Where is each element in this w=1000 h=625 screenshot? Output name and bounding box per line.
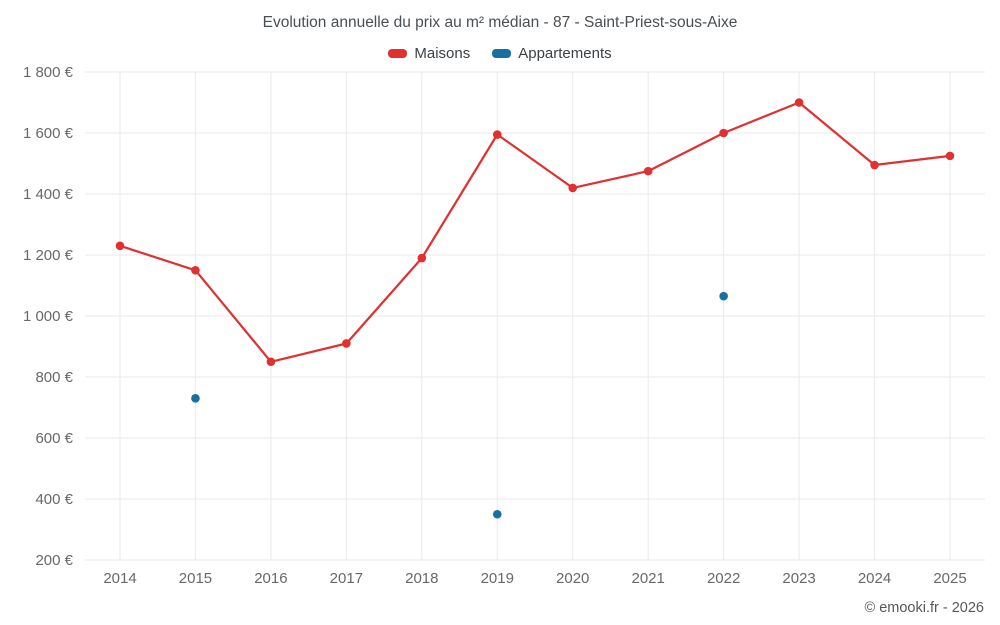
legend-item-appartements[interactable]: Appartements	[492, 45, 612, 62]
maisons-line	[119, 101, 951, 363]
maisons-data-point[interactable]	[492, 130, 502, 139]
y-axis-tick-label: 200 €	[35, 552, 73, 569]
maisons-legend-marker-icon	[388, 49, 408, 58]
y-axis-tick-label: 1 200 €	[23, 247, 74, 264]
copyright-text: © emooki.fr - 2026	[864, 600, 984, 616]
maisons-data-point[interactable]	[191, 265, 200, 275]
maisons-data-point[interactable]	[266, 357, 276, 367]
maisons-legend-label: Maisons	[414, 45, 471, 62]
x-axis-tick-label: 2014	[103, 570, 136, 587]
legend-item-maisons[interactable]: Maisons	[388, 45, 470, 62]
x-axis-tick-label: 2022	[707, 570, 740, 587]
y-axis-tick-label: 400 €	[35, 491, 73, 508]
maisons-data-point[interactable]	[568, 183, 578, 193]
maisons-data-point[interactable]	[643, 166, 653, 176]
x-axis-tick-label: 2016	[254, 570, 287, 587]
x-axis-tick-label: 2018	[405, 570, 438, 587]
maisons-data-point[interactable]	[794, 98, 804, 107]
x-axis-tick-label: 2025	[933, 570, 966, 587]
chart-legend: Maisons Appartements	[0, 45, 1000, 62]
y-axis-tick-label: 600 €	[35, 430, 73, 447]
appartements-data-point[interactable]	[719, 291, 728, 301]
x-axis-tick-label: 2023	[782, 570, 815, 587]
y-axis-tick-label: 1 600 €	[23, 125, 74, 142]
maisons-data-point[interactable]	[115, 241, 125, 251]
y-axis-tick-label: 1 000 €	[23, 308, 74, 325]
maisons-data-point[interactable]	[870, 160, 879, 170]
y-axis-tick-label: 1 800 €	[23, 64, 74, 81]
x-axis-tick-label: 2019	[481, 570, 514, 587]
maisons-data-point[interactable]	[342, 339, 351, 348]
appartements-legend-label: Appartements	[518, 45, 612, 62]
x-axis-tick-label: 2015	[179, 570, 212, 587]
x-axis-tick-label: 2024	[858, 570, 891, 587]
appartements-data-point[interactable]	[191, 394, 200, 403]
maisons-data-point[interactable]	[719, 128, 728, 138]
y-axis-tick-label: 1 400 €	[23, 186, 74, 203]
y-axis-tick-label: 800 €	[35, 369, 73, 386]
x-axis-tick-label: 2017	[330, 570, 363, 587]
appartements-legend-marker-icon	[492, 49, 512, 58]
x-axis-tick-label: 2020	[556, 570, 589, 587]
maisons-data-point[interactable]	[417, 253, 427, 263]
chart-title: Evolution annuelle du prix au m² médian …	[262, 14, 738, 31]
x-axis-tick-label: 2021	[631, 570, 664, 587]
appartements-data-point[interactable]	[492, 509, 502, 519]
maisons-data-point[interactable]	[945, 151, 955, 161]
